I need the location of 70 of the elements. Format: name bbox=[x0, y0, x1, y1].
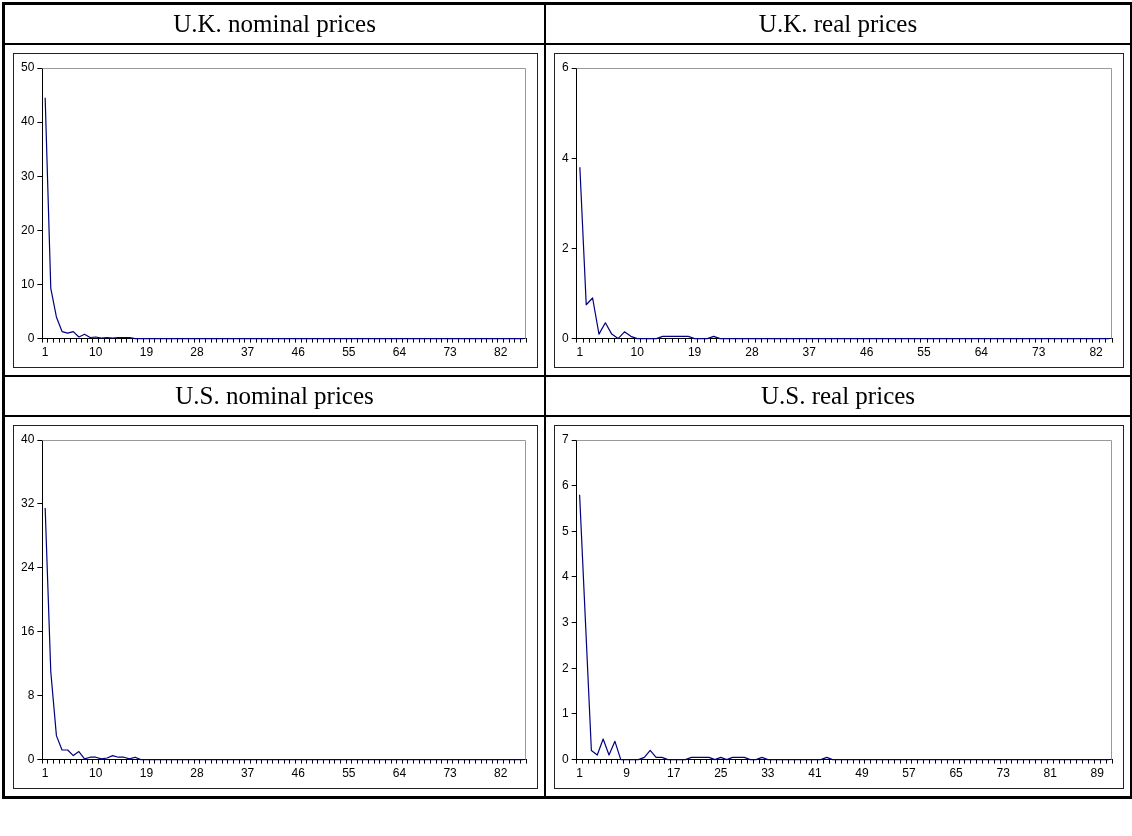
x-tick-label: 10 bbox=[89, 766, 103, 781]
x-tick-label: 65 bbox=[949, 766, 964, 781]
x-tick-label: 25 bbox=[714, 766, 728, 781]
x-tick-label: 55 bbox=[342, 766, 356, 781]
y-tick-label: 20 bbox=[20, 222, 35, 237]
y-tick-label: 4 bbox=[561, 150, 569, 165]
x-tick-label: 1 bbox=[576, 766, 584, 781]
x-tick-label: 28 bbox=[745, 345, 759, 360]
y-tick-label: 2 bbox=[561, 660, 569, 675]
y-tick-label: 7 bbox=[561, 432, 569, 447]
x-tick-label: 33 bbox=[761, 766, 775, 781]
x-tick-label: 64 bbox=[974, 345, 989, 360]
x-tick-label: 28 bbox=[190, 345, 204, 360]
x-tick-label: 37 bbox=[802, 345, 817, 360]
y-tick-label: 16 bbox=[20, 624, 35, 639]
y-tick-label: 0 bbox=[561, 330, 569, 345]
x-tick-label: 64 bbox=[392, 766, 407, 781]
x-tick-label: 46 bbox=[291, 345, 306, 360]
x-tick-label: 37 bbox=[240, 766, 255, 781]
y-tick-label: 6 bbox=[561, 60, 569, 75]
x-tick-label: 49 bbox=[855, 766, 869, 781]
y-tick-label: 0 bbox=[561, 751, 569, 766]
x-tick-label: 19 bbox=[687, 345, 702, 360]
x-tick-label: 57 bbox=[902, 766, 917, 781]
x-tick-label: 73 bbox=[443, 766, 458, 781]
chart-title: U.K. nominal prices bbox=[5, 5, 544, 45]
y-tick-label: 40 bbox=[20, 114, 35, 129]
x-tick-label: 81 bbox=[1043, 766, 1058, 781]
y-tick-label: 0 bbox=[27, 751, 35, 766]
y-tick-label: 3 bbox=[561, 614, 569, 629]
chart-title: U.S. real prices bbox=[546, 377, 1130, 417]
chart-title: U.S. nominal prices bbox=[5, 377, 544, 417]
x-tick-label: 82 bbox=[494, 766, 508, 781]
x-tick-label: 28 bbox=[190, 766, 204, 781]
y-tick-label: 8 bbox=[27, 687, 35, 702]
y-tick-label: 4 bbox=[561, 569, 569, 584]
y-tick-label: 2 bbox=[561, 240, 569, 255]
x-tick-label: 1 bbox=[41, 345, 49, 360]
x-tick-label: 10 bbox=[89, 345, 103, 360]
x-tick-label: 46 bbox=[859, 345, 874, 360]
x-tick-label: 19 bbox=[139, 345, 154, 360]
y-tick-label: 0 bbox=[27, 330, 35, 345]
y-tick-label: 24 bbox=[20, 560, 35, 575]
x-tick-label: 9 bbox=[623, 766, 631, 781]
x-tick-label: 1 bbox=[41, 766, 49, 781]
y-tick-label: 5 bbox=[561, 523, 569, 538]
x-tick-label: 17 bbox=[667, 766, 681, 781]
x-tick-label: 55 bbox=[917, 345, 931, 360]
x-tick-label: 89 bbox=[1090, 766, 1105, 781]
x-tick-label: 55 bbox=[342, 345, 356, 360]
x-tick-label: 10 bbox=[630, 345, 645, 360]
x-tick-label: 37 bbox=[240, 345, 255, 360]
y-tick-label: 32 bbox=[20, 496, 35, 511]
x-tick-label: 19 bbox=[139, 766, 154, 781]
y-tick-label: 10 bbox=[20, 276, 35, 291]
y-tick-label: 40 bbox=[20, 432, 35, 447]
y-tick-label: 50 bbox=[20, 60, 35, 75]
y-tick-label: 6 bbox=[561, 477, 569, 492]
chart-title: U.K. real prices bbox=[546, 5, 1130, 45]
x-tick-label: 46 bbox=[291, 766, 306, 781]
x-tick-label: 73 bbox=[996, 766, 1011, 781]
x-tick-label: 1 bbox=[576, 345, 584, 360]
x-tick-label: 82 bbox=[494, 345, 508, 360]
x-tick-label: 73 bbox=[443, 345, 458, 360]
x-tick-label: 73 bbox=[1032, 345, 1046, 360]
x-tick-label: 64 bbox=[392, 345, 407, 360]
x-tick-label: 41 bbox=[808, 766, 822, 781]
y-tick-label: 30 bbox=[20, 168, 35, 183]
x-tick-label: 82 bbox=[1089, 345, 1104, 360]
y-tick-label: 1 bbox=[561, 706, 569, 721]
